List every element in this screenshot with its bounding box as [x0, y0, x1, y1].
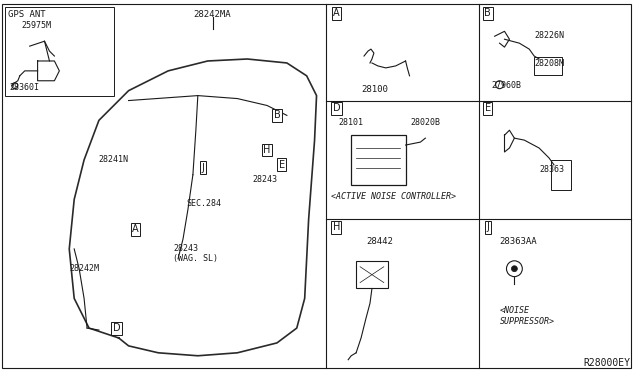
Text: 28100: 28100	[361, 85, 388, 94]
Text: J: J	[202, 163, 204, 173]
Text: D: D	[113, 323, 120, 333]
Text: 28243: 28243	[252, 175, 277, 184]
Text: 27960B: 27960B	[492, 81, 522, 90]
Text: <NOISE
SUPPRESSOR>: <NOISE SUPPRESSOR>	[500, 306, 554, 326]
Text: 28101: 28101	[339, 118, 364, 127]
Text: 28241N: 28241N	[99, 155, 129, 164]
Text: 28360I: 28360I	[10, 83, 40, 92]
Text: A: A	[132, 224, 139, 234]
Text: GPS ANT: GPS ANT	[8, 10, 45, 19]
Text: 25975M: 25975M	[22, 22, 52, 31]
Text: 28226N: 28226N	[534, 31, 564, 40]
Text: 28243
(WAG. SL): 28243 (WAG. SL)	[173, 244, 218, 263]
Text: 28363: 28363	[539, 165, 564, 174]
Text: SEC.284: SEC.284	[186, 199, 221, 208]
Bar	[5, 7, 114, 96]
Text: 28020B: 28020B	[410, 118, 440, 127]
Text: <ACTIVE NOISE CONTROLLER>: <ACTIVE NOISE CONTROLLER>	[332, 192, 456, 201]
Text: E: E	[484, 103, 491, 113]
Text: B: B	[484, 9, 491, 19]
Text: A: A	[333, 9, 340, 19]
Text: H: H	[333, 222, 340, 232]
Text: 28442: 28442	[366, 237, 393, 246]
Text: 28242MA: 28242MA	[193, 10, 230, 19]
Text: B: B	[274, 110, 280, 121]
Text: R28000EY: R28000EY	[584, 358, 630, 368]
Bar	[551, 160, 571, 190]
Text: 28363AA: 28363AA	[500, 237, 537, 246]
Circle shape	[511, 266, 517, 272]
Text: 28242M: 28242M	[69, 264, 99, 273]
Bar	[534, 57, 562, 75]
Bar	[351, 135, 406, 185]
Text: E: E	[279, 160, 285, 170]
Text: 28208M: 28208M	[534, 59, 564, 68]
Text: J: J	[486, 222, 489, 232]
Text: D: D	[333, 103, 340, 113]
Bar	[356, 261, 388, 289]
Text: H: H	[264, 145, 271, 155]
